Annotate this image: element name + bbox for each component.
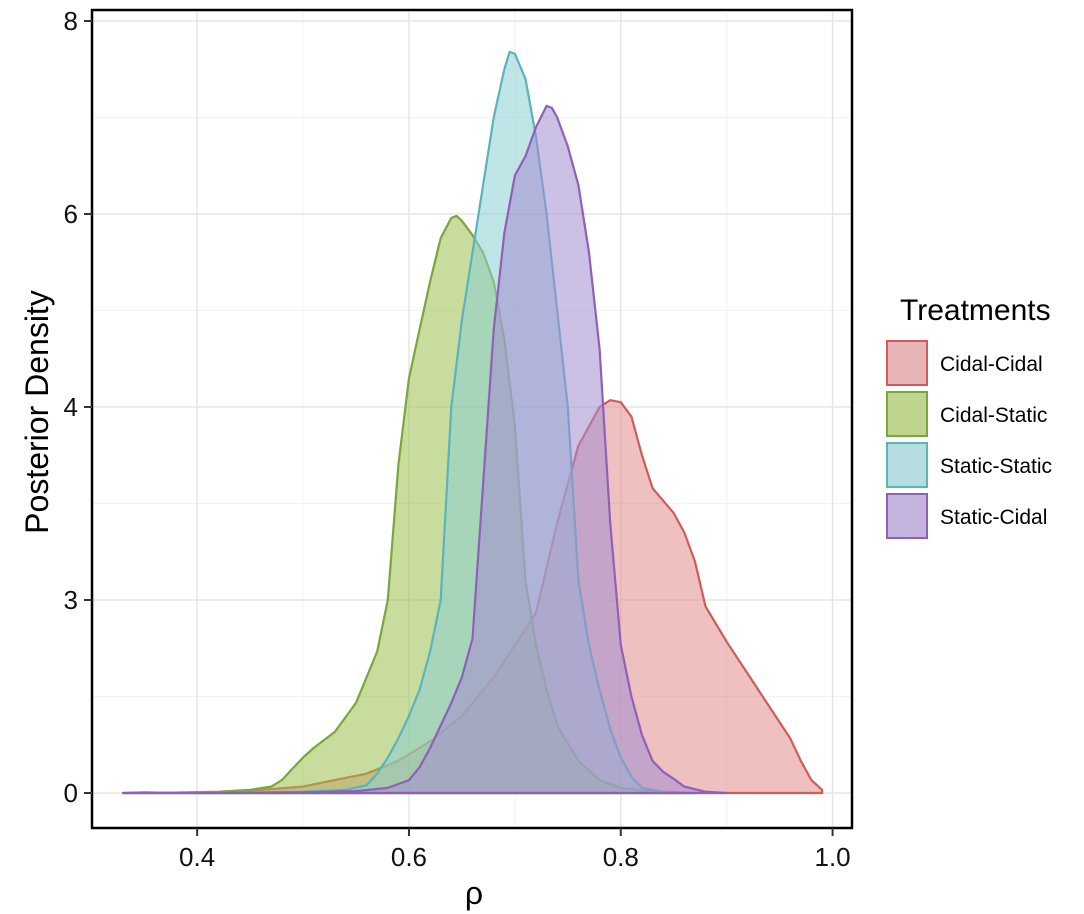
legend-title: Treatments — [900, 294, 1051, 327]
y-tick-label: 3 — [64, 585, 78, 615]
plot-panel-border — [90, 8, 854, 830]
x-axis: 0.4 0.6 0.8 1.0 — [179, 828, 851, 872]
legend-label-cidal-static: Cidal-Static — [940, 404, 1047, 427]
y-tick-label: 8 — [64, 6, 78, 36]
legend-label-static-static: Static-Static — [940, 455, 1052, 478]
y-tick-label: 0 — [64, 778, 78, 808]
density-area-static-cidal — [121, 104, 728, 795]
legend-key-cidal-static — [886, 391, 928, 437]
x-tick-label: 0.8 — [603, 842, 639, 872]
x-tick-label: 0.4 — [179, 842, 215, 872]
y-tick-label: 6 — [64, 199, 78, 229]
y-tick-label: 4 — [64, 392, 78, 422]
legend-label-static-cidal: Static-Cidal — [940, 506, 1047, 529]
legend-label-cidal-cidal: Cidal-Cidal — [940, 353, 1043, 376]
x-tick-label: 1.0 — [815, 842, 851, 872]
x-axis-title: ρ — [465, 875, 483, 911]
legend-key-static-cidal — [886, 493, 928, 539]
y-axis-title: Posterior Density — [19, 290, 55, 534]
x-tick-label: 0.6 — [391, 842, 427, 872]
legend-key-cidal-cidal — [886, 340, 928, 386]
legend-key-static-static — [886, 442, 928, 488]
legend: Treatments Cidal-Cidal Cidal-Static Static… — [886, 294, 1052, 539]
density-areas — [121, 50, 824, 795]
y-axis: 0 3 4 6 8 — [64, 6, 92, 808]
